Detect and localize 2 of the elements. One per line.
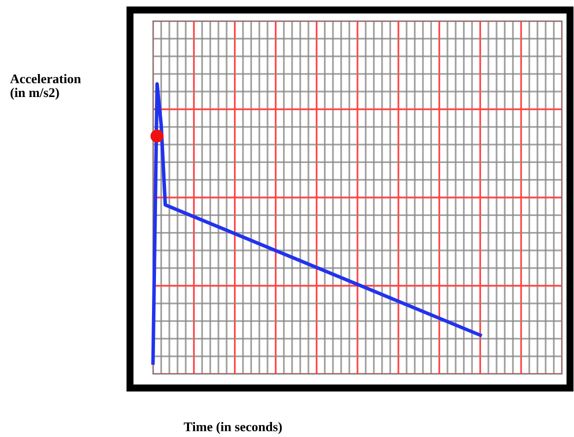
text: Acceleration (in m/s2) — [10, 74, 81, 100]
x-axis-title: Time (in seconds) — [184, 422, 282, 434]
